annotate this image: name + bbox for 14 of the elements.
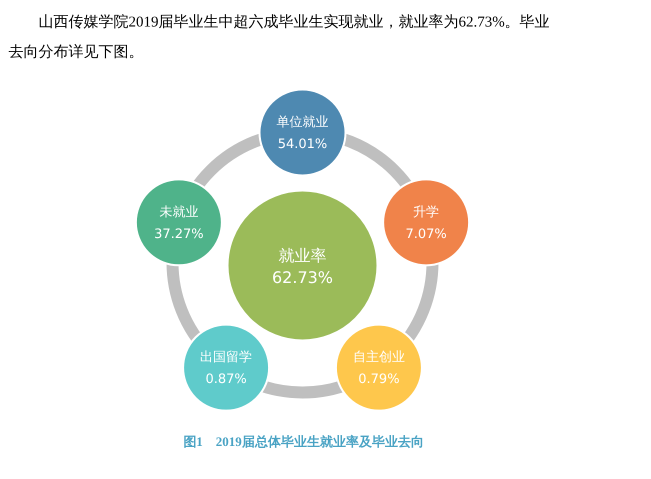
data-label: 37.27% <box>154 226 204 242</box>
category-label: 出国留学 <box>200 350 252 366</box>
text: 图1 2019届总体毕业生就业率及毕业去向 <box>183 434 424 449</box>
data-label: 62.73% <box>272 268 334 287</box>
data-label: 0.79% <box>358 372 400 388</box>
category-label: 就业率 <box>278 246 326 265</box>
category-label: 自主创业 <box>352 349 405 366</box>
category-label: 单位就业 <box>276 115 328 130</box>
category-label: 未就业 <box>159 204 198 220</box>
data-label: 0.87% <box>205 372 247 388</box>
text: 山西传媒学院2019届毕业生中超六成毕业生实现就业，就业率为62.73%。毕业去向分布详见下图。 <box>8 14 550 60</box>
category-label: 升学 <box>413 204 440 220</box>
data-label: 7.07% <box>405 226 447 242</box>
data-label: 54.01% <box>278 137 328 152</box>
